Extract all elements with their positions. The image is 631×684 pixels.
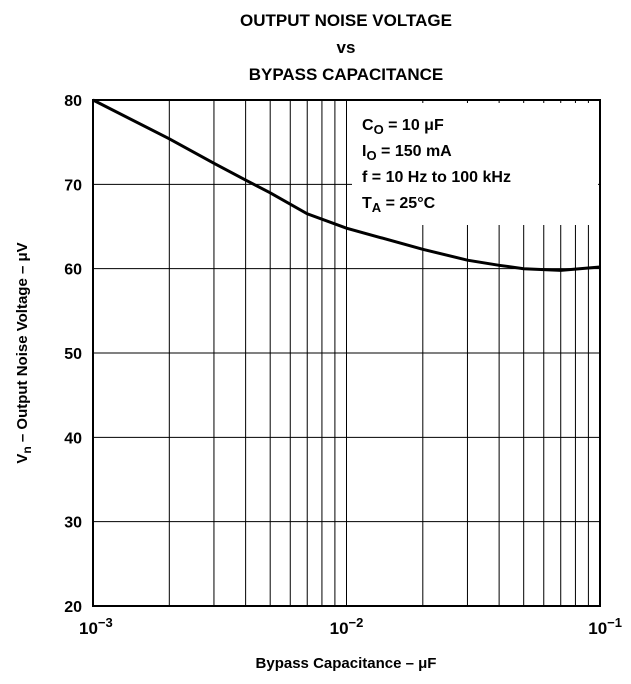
x-tick-label: 10−1 <box>588 615 622 638</box>
annotation-box <box>352 103 598 225</box>
chart-title: OUTPUT NOISE VOLTAGE <box>240 11 452 30</box>
x-tick-label-part: 10 <box>588 619 607 638</box>
x-tick-label-part: −3 <box>98 615 113 630</box>
chart-title: BYPASS CAPACITANCE <box>249 65 444 84</box>
data-line <box>92 98 601 272</box>
y-axis-label-part: n <box>20 446 34 453</box>
annotation: TA = 25°C <box>362 195 436 215</box>
annotation-part: = 150 mA <box>377 143 453 160</box>
annotation-part: I <box>362 143 366 160</box>
y-tick-label: 70 <box>64 177 82 194</box>
annotation-part: O <box>366 148 376 163</box>
x-tick-label-part: 10 <box>330 619 349 638</box>
x-tick-label-part: 10 <box>79 619 98 638</box>
y-tick-label: 80 <box>64 93 82 110</box>
plot-frame <box>92 99 601 607</box>
annotation-part: A <box>372 200 382 215</box>
x-tick-label-part: −2 <box>349 615 364 630</box>
x-tick-label-part: −1 <box>607 615 622 630</box>
y-tick-label: 40 <box>64 430 82 447</box>
annotation-part: T <box>362 195 372 212</box>
annotation: IO = 150 mA <box>362 143 452 163</box>
x-tick-label: 10−2 <box>330 615 364 638</box>
annotation: f = 10 Hz to 100 kHz <box>362 169 511 186</box>
y-axis-label: Vn – Output Noise Voltage – μV <box>14 242 34 463</box>
annotation-part: C <box>362 117 374 134</box>
y-tick-label: 50 <box>64 346 82 363</box>
annotation-part: = 10 μF <box>384 117 444 134</box>
x-tick-label: 10−3 <box>79 615 113 638</box>
annotation: CO = 10 μF <box>362 117 444 137</box>
annotation-part: f = 10 Hz to 100 kHz <box>362 169 511 186</box>
y-tick-label: 30 <box>64 515 82 532</box>
y-axis-label-part: V <box>14 454 31 464</box>
y-tick-label: 60 <box>64 262 82 279</box>
x-axis-label-part: Bypass Capacitance – μF <box>256 655 437 672</box>
y-tick-label: 20 <box>64 599 82 616</box>
x-axis-label: Bypass Capacitance – μF <box>256 655 437 672</box>
annotation-part: = 25°C <box>381 195 435 212</box>
y-axis-label-part: – Output Noise Voltage – μV <box>14 242 31 446</box>
chart-title: vs <box>337 38 356 57</box>
annotation-part: O <box>374 122 384 137</box>
